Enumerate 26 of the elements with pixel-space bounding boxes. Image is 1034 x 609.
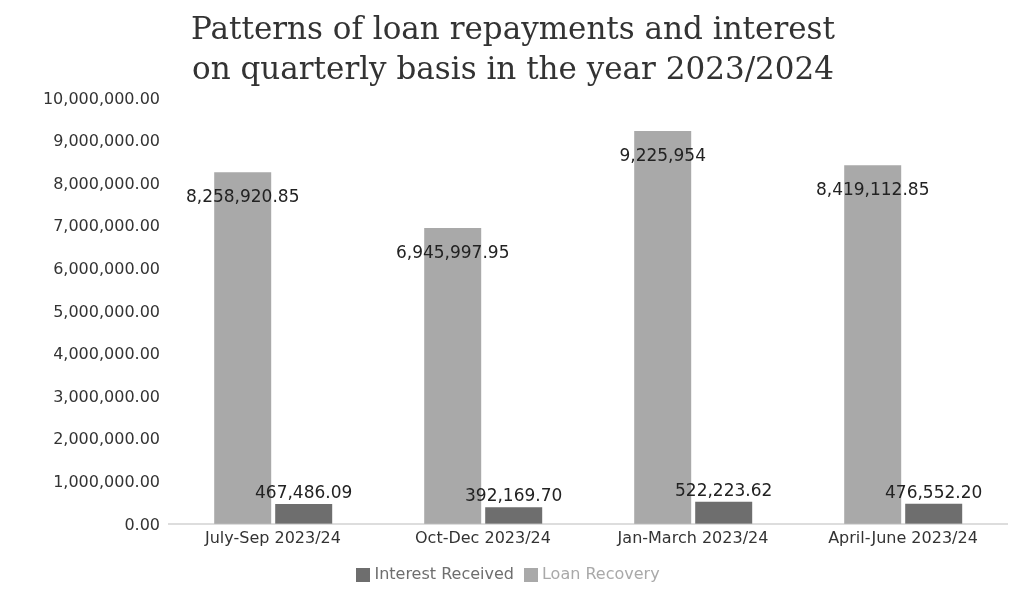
- data-label: 522,223.62: [675, 479, 773, 500]
- y-tick-label: 9,000,000.00: [53, 131, 160, 151]
- data-label: 467,486.09: [255, 482, 353, 503]
- y-tick-label: 6,000,000.00: [53, 259, 160, 279]
- y-tick-label: 2,000,000.00: [53, 429, 160, 449]
- legend-label: Loan Recovery: [541, 564, 660, 583]
- y-tick-label: 10,000,000.00: [42, 88, 160, 108]
- bar: [275, 504, 333, 524]
- bar: [905, 503, 963, 524]
- y-tick-label: 4,000,000.00: [53, 344, 160, 364]
- y-tick-label: 0.00: [124, 514, 160, 534]
- x-tick-label: April-June 2023/24: [828, 528, 978, 548]
- bar: [695, 501, 753, 524]
- y-tick-label: 1,000,000.00: [53, 472, 160, 492]
- y-tick-label: 7,000,000.00: [53, 216, 160, 236]
- chart-title: Patterns of loan repayments and interest on quarterly basis in the year 2023/2024: [190, 9, 836, 88]
- x-tick-label: Oct-Dec 2023/24: [415, 528, 551, 548]
- bar: [485, 507, 543, 524]
- legend-label: Interest Received: [374, 564, 514, 583]
- data-label: 476,552.20: [885, 481, 983, 502]
- y-tick-label: 3,000,000.00: [53, 386, 160, 406]
- y-tick-label: 5,000,000.00: [53, 301, 160, 321]
- x-tick-label: Jan-March 2023/24: [616, 528, 769, 548]
- x-tick-label: July-Sep 2023/24: [204, 528, 341, 548]
- data-label: 392,169.70: [465, 485, 563, 506]
- y-tick-label: 8,000,000.00: [53, 173, 160, 193]
